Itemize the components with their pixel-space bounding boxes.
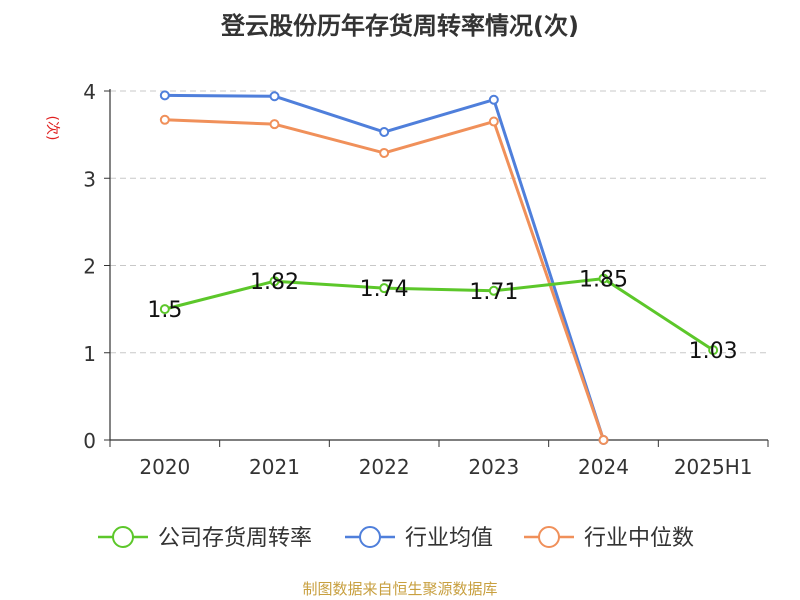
series-point-1: [379, 127, 390, 138]
series-line-0: [164, 277, 714, 352]
x-tick-label: 2024: [578, 455, 629, 479]
chart-title: 登云股份历年存货周转率情况(次): [221, 12, 579, 40]
legend: 公司存货周转率 行业均值 行业中位数: [98, 526, 694, 551]
data-label: 1.5: [147, 298, 182, 323]
data-label: 1.85: [579, 268, 628, 293]
series-point-0: [598, 273, 609, 284]
y-tick-label: 3: [83, 167, 96, 191]
series-point-1: [269, 91, 280, 102]
data-label-layer: 1.5 1.82 1.74 1.71 1.85 1.03: [147, 268, 737, 365]
y-axis-unit-label: (次): [44, 116, 60, 141]
grid-layer: [110, 90, 768, 354]
legend-marker-2: [538, 526, 560, 548]
y-tick-label: 4: [83, 80, 96, 104]
series-point-2: [269, 119, 280, 130]
series-point-1: [488, 94, 499, 105]
legend-marker-0: [112, 526, 134, 548]
y-tick-label: 2: [83, 255, 96, 279]
series-layer: [159, 90, 719, 445]
x-tick-label: 2020: [139, 455, 190, 479]
series-point-0: [488, 285, 499, 296]
legend-label-2: 行业中位数: [584, 526, 694, 551]
axis-layer: 0 1 2 3 4 2020 2021 2022 2023 2024 2025H1: [83, 80, 769, 479]
source-note: 制图数据来自恒生聚源数据库: [302, 580, 498, 598]
y-tick-label: 1: [83, 342, 96, 366]
series-point-0: [708, 345, 719, 356]
series-line-1: [164, 93, 605, 441]
series-point-2: [159, 114, 170, 125]
data-label: 1.03: [689, 339, 738, 364]
x-tick-label: 2023: [468, 455, 519, 479]
legend-label-1: 行业均值: [405, 526, 493, 551]
y-tick-label: 0: [83, 429, 96, 453]
legend-marker-1: [359, 526, 381, 548]
x-tick-label: 2022: [359, 455, 410, 479]
series-point-2: [488, 116, 499, 127]
x-tick-label: 2021: [249, 455, 300, 479]
x-tick-label: 2025H1: [674, 455, 753, 479]
series-point-0: [379, 283, 390, 294]
series-point-2: [379, 147, 390, 158]
series-point-0: [269, 276, 280, 287]
data-label: 1.74: [360, 277, 409, 302]
series-point-1: [159, 90, 170, 101]
series-point-2: [598, 435, 609, 445]
legend-label-0: 公司存货周转率: [158, 526, 312, 551]
data-label: 1.71: [469, 280, 518, 305]
series-point-0: [159, 304, 170, 315]
data-label: 1.82: [250, 270, 299, 295]
